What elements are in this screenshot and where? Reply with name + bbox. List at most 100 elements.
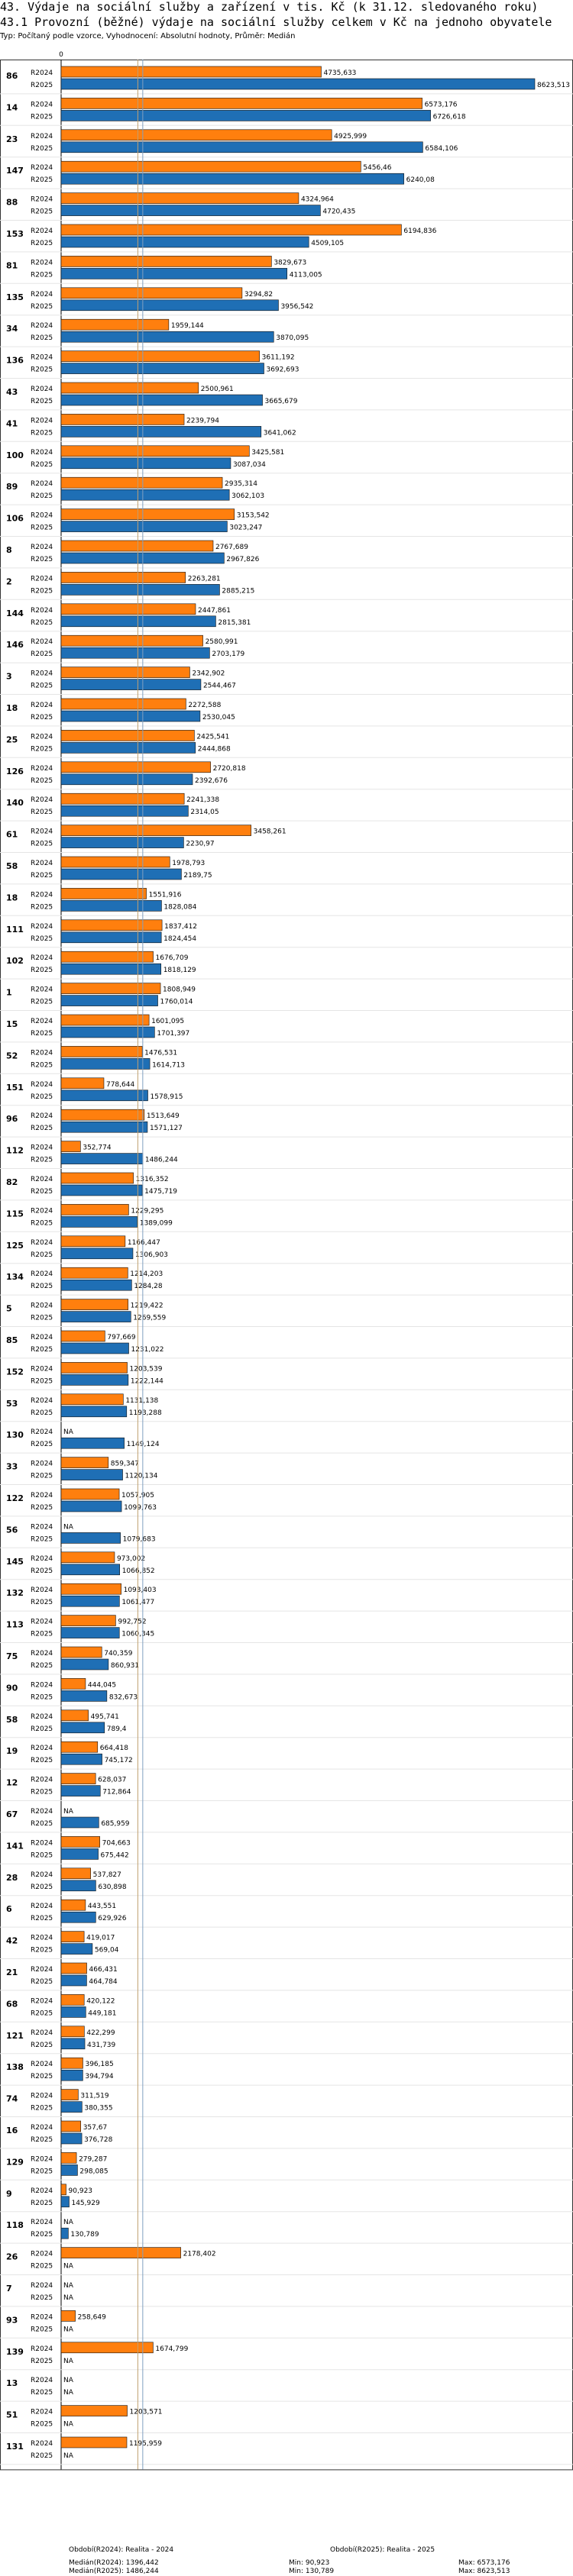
data-label: 1066,852: [122, 1567, 155, 1575]
data-label: 3458,261: [254, 828, 286, 836]
series-label: R2025: [31, 271, 53, 279]
data-label: 352,774: [83, 1144, 111, 1152]
data-label: 2885,215: [222, 587, 254, 595]
series-label: R2024: [31, 986, 53, 994]
series-label: R2024: [31, 2409, 53, 2416]
data-label: 778,644: [106, 1081, 134, 1089]
category-label: 138: [6, 2062, 24, 2072]
data-label: 1676,709: [156, 954, 189, 962]
category-label: 12: [6, 1778, 18, 1788]
series-label: R2024: [31, 1871, 53, 1879]
series-label: R2024: [31, 1334, 53, 1341]
data-label: 2935,314: [225, 480, 257, 488]
data-label: 1476,531: [144, 1049, 177, 1057]
data-label: 2230,97: [186, 841, 214, 848]
category-label: 18: [6, 703, 18, 713]
series-label: R2025: [31, 1915, 53, 1922]
series-label: R2025: [31, 1631, 53, 1638]
bar: [60, 489, 230, 501]
bar: [60, 2342, 154, 2354]
data-label: 1316,352: [136, 1176, 169, 1183]
series-label: R2024: [31, 2251, 53, 2258]
series-label: R2024: [31, 2187, 53, 2195]
data-label: 4324,964: [301, 196, 334, 204]
series-label: R2025: [31, 1125, 53, 1132]
category-label: 88: [6, 198, 18, 208]
data-label: 1284,28: [134, 1283, 162, 1290]
data-label: 2239,794: [186, 417, 219, 424]
data-label: 859,347: [111, 1461, 139, 1468]
category-label: 58: [6, 861, 18, 871]
bar: [60, 160, 361, 173]
data-label: 1120,134: [125, 1473, 158, 1480]
chart-title-main: 43. Výdaje na sociální služby a zařízení…: [0, 0, 539, 14]
footer-median-r2025: Medián(R2025): 1486,244: [69, 2568, 159, 2575]
footer-max-r2024: Max: 6573,176: [458, 2559, 510, 2567]
chart-title-sub: 43.1 Provozní (běžné) výdaje na sociální…: [0, 15, 552, 29]
bar: [60, 1962, 87, 1974]
data-label: 537,827: [93, 1871, 121, 1879]
data-label: 2178,402: [183, 2251, 216, 2258]
data-label: 973,002: [117, 1555, 145, 1563]
series-label: R2025: [31, 1978, 53, 1986]
series-label: R2025: [31, 1535, 53, 1543]
bar: [60, 1184, 143, 1196]
series-label: R2024: [31, 1966, 53, 1974]
bar: [60, 1974, 87, 1987]
bar: [60, 110, 431, 121]
series-label: R2025: [31, 429, 53, 437]
category-label: 90: [6, 1683, 18, 1693]
data-label: 1203,571: [130, 2409, 163, 2416]
category-label: 85: [6, 1335, 18, 1345]
data-label: 145,929: [71, 2200, 99, 2207]
bar: [60, 1564, 121, 1576]
data-label: 3023,247: [229, 525, 262, 532]
series-label: R2024: [31, 1018, 53, 1025]
bar: [60, 1362, 128, 1374]
category-label: 34: [6, 324, 18, 334]
bar: [60, 1646, 102, 1658]
data-label: 90,923: [69, 2187, 93, 2195]
bar: [60, 445, 250, 457]
bar: [60, 1678, 86, 1690]
data-label-na: NA: [63, 2263, 74, 2271]
bar: [60, 584, 220, 596]
series-label: R2025: [31, 2389, 53, 2397]
series-label: R2024: [31, 480, 53, 488]
data-label: 258,649: [78, 2313, 106, 2321]
data-label: 832,673: [109, 1693, 138, 1701]
series-label: R2024: [31, 1112, 53, 1120]
data-label: 1166,447: [128, 1239, 160, 1247]
category-label: 106: [6, 514, 24, 524]
data-label: 2263,281: [188, 575, 221, 583]
footer-period-r2025: Období(R2025): Realita - 2025: [330, 2546, 435, 2554]
bar: [60, 2006, 86, 2018]
data-label: 1131,138: [125, 1397, 158, 1405]
bar: [60, 2132, 83, 2145]
data-label: 685,959: [101, 1820, 129, 1828]
data-label-na: NA: [63, 1808, 74, 1816]
data-label-na: NA: [63, 2377, 74, 2384]
bar: [60, 2089, 79, 2100]
series-label: R2024: [31, 2345, 53, 2353]
category-label: 9: [6, 2189, 12, 2199]
series-label: R2024: [31, 1839, 53, 1847]
bar: [60, 2120, 82, 2132]
category-label: 102: [6, 956, 24, 966]
bar: [60, 1141, 81, 1152]
category-label: 125: [6, 1241, 24, 1251]
series-label: R2024: [31, 575, 53, 583]
series-label: R2025: [31, 2263, 53, 2271]
bar: [60, 742, 196, 754]
bar: [60, 1848, 99, 1860]
series-label: R2024: [31, 1523, 53, 1531]
series-label: R2024: [31, 386, 53, 393]
category-label: 112: [6, 1146, 24, 1156]
footer-min-r2025: Min: 130,789: [289, 2568, 335, 2575]
bar: [60, 1532, 121, 1544]
series-label: R2025: [31, 366, 53, 374]
data-label: 2425,541: [196, 733, 229, 741]
bar: [60, 1615, 116, 1626]
category-label: 129: [6, 2157, 24, 2167]
data-label: 630,898: [98, 1884, 126, 1891]
